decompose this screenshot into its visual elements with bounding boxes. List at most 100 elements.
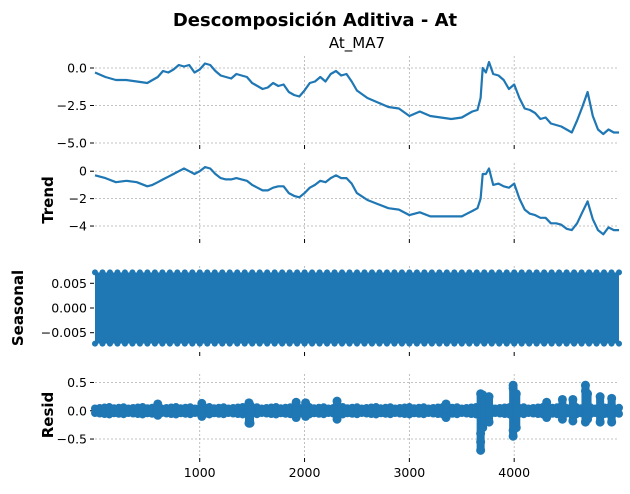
seasonal-marker	[181, 340, 188, 347]
seasonal-marker	[271, 340, 278, 347]
seasonal-marker	[556, 269, 563, 276]
seasonal-marker	[219, 340, 226, 347]
seasonal-marker	[608, 269, 615, 276]
panel-seasonal: 0.005 0.000 −0.005 Seasonal	[9, 266, 622, 356]
seasonal-marker	[556, 340, 563, 347]
seasonal-marker	[421, 269, 428, 276]
y-tick-label: −5.0	[57, 136, 87, 151]
resid-point	[568, 416, 578, 426]
seasonal-marker	[496, 269, 503, 276]
y-tick-label: −2	[69, 191, 87, 206]
seasonal-marker	[563, 340, 570, 347]
seasonal-marker	[301, 269, 308, 276]
resid-spike	[153, 403, 162, 416]
resid-point	[511, 389, 521, 399]
resid-point	[484, 417, 494, 427]
y-tick-label: 0.0	[67, 403, 87, 418]
resid-spike	[542, 402, 551, 418]
seasonal-marker	[481, 340, 488, 347]
seasonal-marker	[608, 340, 615, 347]
resid-point	[291, 397, 301, 407]
seasonal-marker	[211, 340, 218, 347]
seasonal-marker	[249, 269, 256, 276]
resid-point	[332, 414, 342, 424]
resid-point	[245, 418, 255, 428]
resid-point	[301, 398, 311, 408]
y-tick-label: 0.005	[51, 276, 87, 291]
resid-point	[511, 423, 521, 433]
seasonal-marker	[354, 340, 360, 347]
seasonal-marker	[421, 340, 428, 347]
seasonal-marker	[548, 340, 555, 347]
panel-ylabel-seasonal: Seasonal	[9, 270, 27, 346]
seasonal-marker	[241, 269, 248, 276]
seasonal-marker	[309, 340, 316, 347]
series-line-trend	[94, 166, 619, 236]
x-tick-label: 3000	[393, 465, 425, 480]
seasonal-marker	[354, 269, 360, 276]
seasonal-marker	[151, 269, 158, 276]
seasonal-marker	[159, 340, 166, 347]
seasonal-marker	[383, 340, 390, 347]
seasonal-marker	[316, 340, 323, 347]
seasonal-marker	[204, 269, 211, 276]
seasonal-marker	[541, 340, 548, 347]
seasonal-marker	[346, 340, 353, 347]
resid-point	[301, 411, 311, 421]
seasonal-marker	[339, 269, 346, 276]
y-tick-label: −4	[69, 219, 87, 234]
seasonal-marker	[428, 269, 435, 276]
panel-ylabel-resid: Resid	[39, 392, 57, 439]
seasonal-marker	[563, 269, 570, 276]
seasonal-marker	[264, 269, 271, 276]
seasonal-marker	[398, 340, 405, 347]
resid-spike	[333, 401, 342, 420]
resid-point	[332, 396, 342, 406]
seasonal-marker	[466, 340, 473, 347]
seasonal-marker	[473, 340, 480, 347]
seasonal-marker	[136, 269, 143, 276]
seasonal-marker	[331, 340, 338, 347]
seasonal-marker	[601, 269, 608, 276]
resid-point	[197, 411, 207, 421]
seasonal-marker	[533, 269, 540, 276]
y-tick-label: −0.005	[41, 325, 87, 340]
seasonal-marker	[548, 269, 555, 276]
resid-spike	[442, 403, 451, 418]
y-tick-label: 0	[79, 164, 87, 179]
resid-point	[441, 399, 451, 409]
y-tick-label: −0.5	[57, 432, 87, 447]
seasonal-marker	[106, 340, 113, 347]
seasonal-marker	[151, 340, 158, 347]
seasonal-marker	[114, 340, 121, 347]
seasonal-marker	[241, 340, 248, 347]
seasonal-marker	[181, 269, 188, 276]
seasonal-marker	[398, 269, 405, 276]
seasonal-marker	[256, 269, 263, 276]
seasonal-marker	[189, 269, 196, 276]
resid-spike	[292, 402, 301, 418]
seasonal-marker	[316, 269, 323, 276]
resid-point	[197, 398, 207, 408]
seasonal-marker	[586, 340, 593, 347]
seasonal-marker	[391, 269, 398, 276]
y-tick-label: 0.5	[67, 375, 87, 390]
seasonal-marker	[144, 269, 151, 276]
seasonal-marker	[481, 269, 488, 276]
resid-point	[557, 414, 567, 424]
seasonal-marker	[586, 269, 593, 276]
resid-point	[153, 399, 163, 409]
resid-spike	[512, 393, 521, 428]
panel-ylabel-trend: Trend	[39, 176, 57, 224]
seasonal-marker	[166, 269, 173, 276]
y-tick-label: 0.000	[51, 301, 87, 316]
seasonal-marker	[249, 340, 256, 347]
resid-spike	[607, 398, 616, 423]
seasonal-marker	[406, 269, 413, 276]
seasonal-marker	[121, 340, 128, 347]
seasonal-marker	[571, 269, 578, 276]
resid-spike	[568, 399, 577, 421]
seasonal-marker	[533, 340, 540, 347]
seasonal-marker	[294, 340, 301, 347]
